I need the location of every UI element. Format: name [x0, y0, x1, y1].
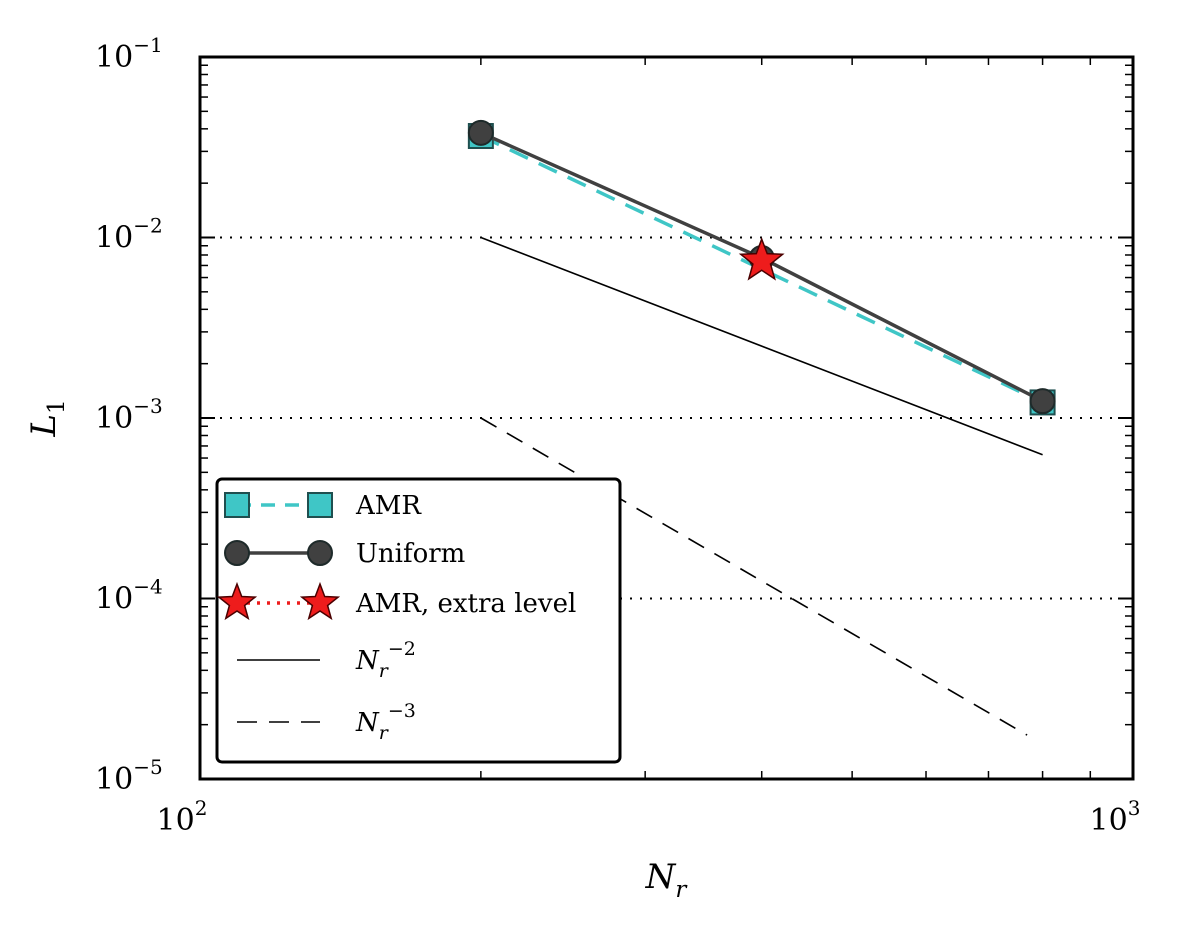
legend-marker-0a — [224, 492, 250, 518]
legend-label-0: AMR — [355, 491, 422, 521]
series-line-0 — [480, 134, 1044, 404]
legend-label-4: Nr−3 — [355, 700, 416, 744]
x-tick-label-1: 103 — [1090, 796, 1141, 838]
legend-entry-1: Uniform — [224, 539, 465, 569]
series-1-point-0 — [467, 119, 494, 146]
legend-entry-2: AMR, extra level — [216, 581, 576, 621]
legend-entry-0: AMR — [224, 491, 422, 521]
y-tick-label-2: 10−3 — [95, 394, 163, 436]
legend-box — [215, 477, 622, 764]
legend-marker-2a — [216, 581, 258, 621]
legend-marker-0b — [307, 492, 333, 518]
legend-marker-1b — [307, 540, 333, 566]
legend-marker-2b — [299, 581, 341, 621]
y-tick-label-0: 10−1 — [95, 33, 163, 75]
major-ticks — [199, 56, 1134, 780]
y-tick-label-4: 10−5 — [95, 755, 163, 797]
series-1-point-2 — [1029, 388, 1056, 415]
y-tick-labels: 10−1 10−2 10−3 10−4 10−5 — [95, 33, 163, 797]
series-2-point-0 — [738, 236, 785, 281]
legend-label-1: Uniform — [356, 539, 465, 569]
y-axis-label: L1 — [24, 399, 70, 437]
series-2 — [738, 236, 785, 281]
legend-label-3: Nr−2 — [355, 638, 416, 682]
x-axis-label: Nr — [645, 857, 689, 903]
legend-label-2: AMR, extra level — [355, 589, 576, 619]
legend: AMR Uniform AMR, extra level Nr−2 Nr−3 — [215, 477, 622, 764]
legend-entry-4: Nr−3 — [237, 700, 416, 744]
x-tick-label-0: 102 — [157, 796, 208, 838]
series-4 — [480, 417, 1028, 736]
series-3 — [480, 236, 1043, 456]
plot-series — [467, 119, 1056, 736]
series-line-4 — [480, 417, 1028, 736]
series-line-3 — [480, 236, 1043, 456]
x-tick-labels: 102 103 — [157, 796, 1141, 838]
legend-entry-3: Nr−2 — [237, 638, 416, 682]
minor-ticks — [200, 57, 1133, 779]
y-tick-label-1: 10−2 — [95, 214, 163, 256]
legend-marker-1a — [224, 540, 250, 566]
y-tick-label-3: 10−4 — [95, 575, 163, 617]
